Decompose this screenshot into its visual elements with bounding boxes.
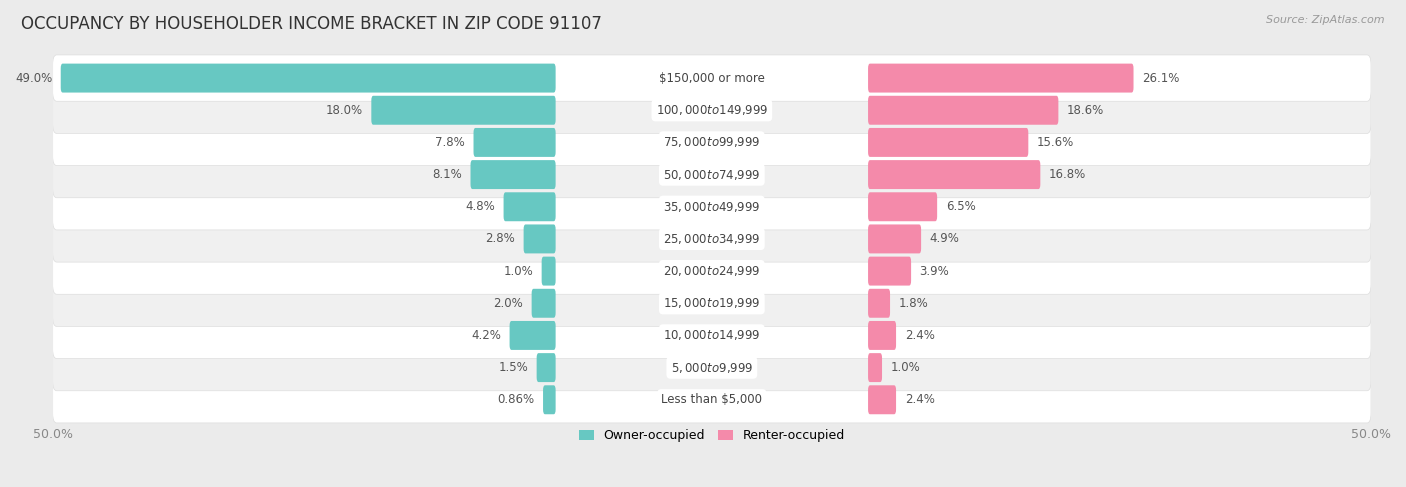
FancyBboxPatch shape [868,192,938,221]
FancyBboxPatch shape [868,96,1059,125]
FancyBboxPatch shape [52,280,1371,326]
FancyBboxPatch shape [474,128,555,157]
Text: $75,000 to $99,999: $75,000 to $99,999 [664,135,761,150]
Text: $25,000 to $34,999: $25,000 to $34,999 [664,232,761,246]
FancyBboxPatch shape [868,257,911,285]
FancyBboxPatch shape [52,151,1371,198]
FancyBboxPatch shape [52,216,1371,262]
Text: 0.86%: 0.86% [498,393,534,406]
Text: $35,000 to $49,999: $35,000 to $49,999 [664,200,761,214]
FancyBboxPatch shape [868,385,896,414]
Text: Less than $5,000: Less than $5,000 [661,393,762,406]
Text: 15.6%: 15.6% [1036,136,1074,149]
FancyBboxPatch shape [52,87,1371,133]
Text: 4.9%: 4.9% [929,232,959,245]
FancyBboxPatch shape [52,312,1371,358]
Text: 8.1%: 8.1% [432,168,463,181]
Text: 1.5%: 1.5% [498,361,529,374]
Text: OCCUPANCY BY HOUSEHOLDER INCOME BRACKET IN ZIP CODE 91107: OCCUPANCY BY HOUSEHOLDER INCOME BRACKET … [21,15,602,33]
Text: 1.0%: 1.0% [890,361,921,374]
FancyBboxPatch shape [868,225,921,253]
Text: 2.0%: 2.0% [494,297,523,310]
Text: $50,000 to $74,999: $50,000 to $74,999 [664,168,761,182]
Text: $100,000 to $149,999: $100,000 to $149,999 [655,103,768,117]
FancyBboxPatch shape [471,160,555,189]
Text: $150,000 or more: $150,000 or more [659,72,765,85]
Text: 4.8%: 4.8% [465,200,495,213]
FancyBboxPatch shape [52,248,1371,294]
FancyBboxPatch shape [52,376,1371,423]
Text: 16.8%: 16.8% [1049,168,1087,181]
FancyBboxPatch shape [509,321,555,350]
Text: 1.8%: 1.8% [898,297,928,310]
FancyBboxPatch shape [541,257,555,285]
FancyBboxPatch shape [537,353,555,382]
FancyBboxPatch shape [543,385,555,414]
Text: 26.1%: 26.1% [1142,72,1180,85]
FancyBboxPatch shape [868,64,1133,93]
FancyBboxPatch shape [52,55,1371,101]
FancyBboxPatch shape [503,192,555,221]
Text: 1.0%: 1.0% [503,264,533,278]
Text: $20,000 to $24,999: $20,000 to $24,999 [664,264,761,278]
Text: 18.0%: 18.0% [326,104,363,117]
Text: 4.2%: 4.2% [471,329,501,342]
Text: 7.8%: 7.8% [436,136,465,149]
FancyBboxPatch shape [868,353,882,382]
Legend: Owner-occupied, Renter-occupied: Owner-occupied, Renter-occupied [574,424,851,447]
FancyBboxPatch shape [52,344,1371,391]
FancyBboxPatch shape [868,160,1040,189]
Text: 6.5%: 6.5% [946,200,976,213]
Text: 2.4%: 2.4% [904,329,935,342]
FancyBboxPatch shape [868,128,1028,157]
Text: $15,000 to $19,999: $15,000 to $19,999 [664,296,761,310]
FancyBboxPatch shape [52,184,1371,230]
Text: 49.0%: 49.0% [15,72,52,85]
FancyBboxPatch shape [868,321,896,350]
Text: 2.4%: 2.4% [904,393,935,406]
Text: $5,000 to $9,999: $5,000 to $9,999 [671,360,754,375]
FancyBboxPatch shape [60,64,555,93]
FancyBboxPatch shape [52,119,1371,166]
Text: $10,000 to $14,999: $10,000 to $14,999 [664,328,761,342]
Text: 2.8%: 2.8% [485,232,515,245]
Text: 3.9%: 3.9% [920,264,949,278]
FancyBboxPatch shape [371,96,555,125]
Text: 18.6%: 18.6% [1067,104,1104,117]
FancyBboxPatch shape [868,289,890,318]
FancyBboxPatch shape [531,289,555,318]
FancyBboxPatch shape [523,225,555,253]
Text: Source: ZipAtlas.com: Source: ZipAtlas.com [1267,15,1385,25]
